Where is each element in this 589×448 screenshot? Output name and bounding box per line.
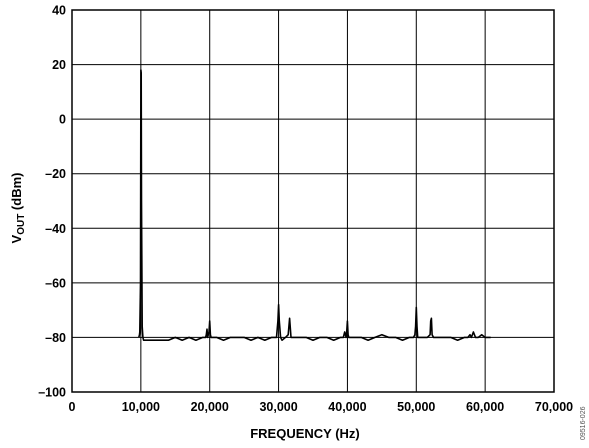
y-axis-title-subscript: OUT [16,214,27,235]
x-tick-labels: 0 10,000 20,000 30,000 40,000 50,000 60,000 70,… [69,400,574,414]
y-tick-label: –60 [45,276,66,290]
plot-area-border [71,9,555,393]
x-axis-title: FREQUENCY (Hz) [250,426,360,441]
y-tick-label: –20 [45,167,66,181]
y-tick-labels: –100 –80 –60 –40 –20 0 20 40 [38,4,66,400]
y-axis-title-main: V [9,234,24,243]
y-tick-label: –40 [45,222,66,236]
y-tick-label: 20 [52,58,66,72]
x-tick-label: 20,000 [191,400,229,414]
figure-id: 09516-026 [580,406,587,440]
y-axis-title-unit: (dBm) [9,173,24,214]
x-tick-label: 10,000 [122,400,160,414]
x-tick-label: 40,000 [328,400,366,414]
y-tick-label: 40 [52,4,66,18]
vout-spectrum-line [138,69,491,342]
y-tick-label: –100 [38,386,66,400]
grid-lines [71,9,555,393]
x-tick-label: 60,000 [466,400,504,414]
y-tick-label: –80 [45,331,66,345]
y-tick-label: 0 [59,113,66,127]
x-tick-label: 50,000 [397,400,435,414]
y-axis-title: VOUT (dBm) [9,173,27,244]
x-tick-label: 0 [69,400,76,414]
x-tick-label: 70,000 [535,400,573,414]
x-tick-label: 30,000 [259,400,297,414]
